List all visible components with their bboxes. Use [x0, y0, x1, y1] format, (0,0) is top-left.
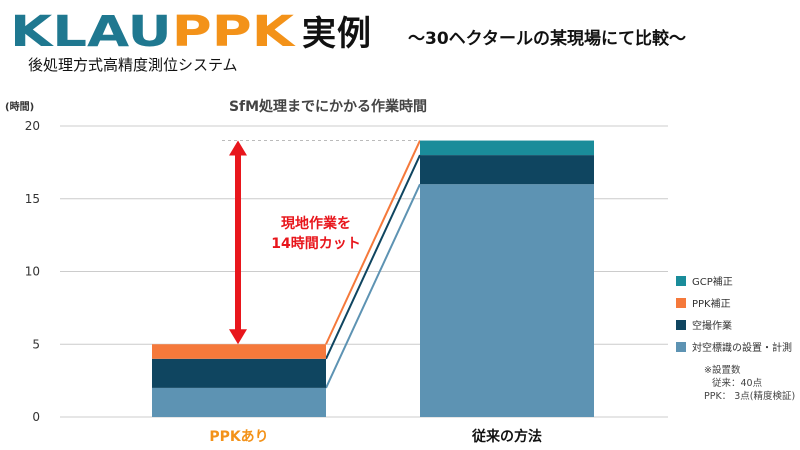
y-tick-20: 20 [25, 119, 40, 133]
legend-label-2: 空撮作業 [692, 319, 732, 332]
note-heading: ※設置数 [704, 364, 741, 376]
y-tick-5: 5 [32, 337, 40, 351]
connector-2 [325, 140, 421, 345]
y-tick-10: 10 [25, 265, 40, 279]
annotation-line-2: 14時間カット [271, 235, 360, 252]
bar-1-series-1 [420, 155, 594, 185]
legend-label-0: GCP補正 [692, 275, 733, 288]
arrow-head-up [229, 140, 247, 156]
legend-label-3: 対空標識の設置・計測 [692, 341, 792, 354]
note-line-1: 従来：40点 [712, 377, 763, 389]
page-subtitle: ～30ヘクタールの某現場にて比較～ [408, 29, 686, 49]
chart-title: SfM処理までにかかる作業時間 [229, 98, 427, 115]
legend-label-1: PPK補正 [692, 297, 731, 310]
note-line-2: PPK： 3点(精度検証) [704, 390, 795, 402]
page-title: 実例 [302, 14, 372, 54]
logo-ppk-text: PPK [172, 7, 296, 54]
legend-swatch-2 [676, 320, 686, 330]
annotation-line-1: 現地作業を [281, 215, 351, 232]
category-label-0: PPKあり [209, 429, 268, 445]
stacked-bars [152, 140, 594, 417]
bar-1-series-0 [420, 184, 594, 417]
y-tick-labels: 0 5 10 15 20 [25, 119, 40, 424]
legend-swatch-0 [676, 276, 686, 286]
logo-klau-text: KLAU [10, 7, 172, 54]
legend-swatch-1 [676, 298, 686, 308]
connector-lines [325, 140, 421, 389]
arrow-head-down [229, 329, 247, 345]
bar-1-series-3 [420, 140, 594, 156]
connector-1 [325, 154, 421, 360]
category-labels: PPKあり 従来の方法 [209, 428, 542, 445]
logo-caption: 後処理方式高精度測位システム [28, 56, 238, 74]
reduction-arrow [229, 140, 247, 345]
bar-0-series-0 [152, 387, 326, 417]
y-tick-15: 15 [25, 192, 40, 206]
legend-swatch-3 [676, 342, 686, 352]
bar-0-series-1 [152, 358, 326, 388]
connector-0 [325, 183, 421, 389]
y-axis-label: (時間) [5, 100, 34, 113]
bar-0-series-2 [152, 344, 326, 359]
y-tick-0: 0 [32, 410, 40, 424]
klauppk-logo: KLAU PPK [10, 7, 296, 54]
category-label-1: 従来の方法 [471, 428, 542, 445]
